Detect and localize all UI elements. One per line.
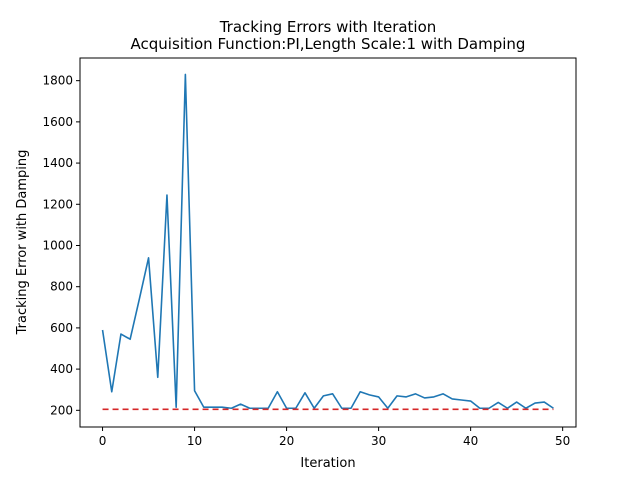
x-tick-label: 30 — [371, 434, 386, 448]
tracking-error-line — [101, 73, 554, 410]
plot-series — [101, 73, 554, 411]
y-tick-label: 1800 — [42, 74, 73, 88]
x-tick-label: 50 — [555, 434, 570, 448]
y-tick-label: 1400 — [42, 156, 73, 170]
chart-title: Tracking Errors with Iteration — [219, 18, 437, 36]
x-axis: 0 10 20 30 40 50 — [99, 427, 570, 448]
x-tick-label: 10 — [187, 434, 202, 448]
y-tick-label: 1000 — [42, 238, 73, 252]
y-tick-label: 200 — [50, 403, 73, 417]
x-tick-label: 20 — [279, 434, 294, 448]
y-tick-label: 1200 — [42, 197, 73, 211]
y-tick-label: 400 — [50, 362, 73, 376]
chart-subtitle: Acquisition Function:PI,Length Scale:1 w… — [131, 35, 526, 53]
y-tick-label: 1600 — [42, 115, 73, 129]
y-tick-label: 600 — [50, 321, 73, 335]
x-tick-label: 40 — [463, 434, 478, 448]
x-axis-label: Iteration — [300, 456, 355, 471]
y-tick-label: 800 — [50, 280, 73, 294]
plot-frame — [79, 57, 577, 428]
x-tick-label: 0 — [99, 434, 107, 448]
y-axis: 200 400 600 800 1000 1200 1400 1600 1800 — [42, 74, 80, 417]
y-axis-label: Tracking Error with Damping — [15, 150, 30, 336]
